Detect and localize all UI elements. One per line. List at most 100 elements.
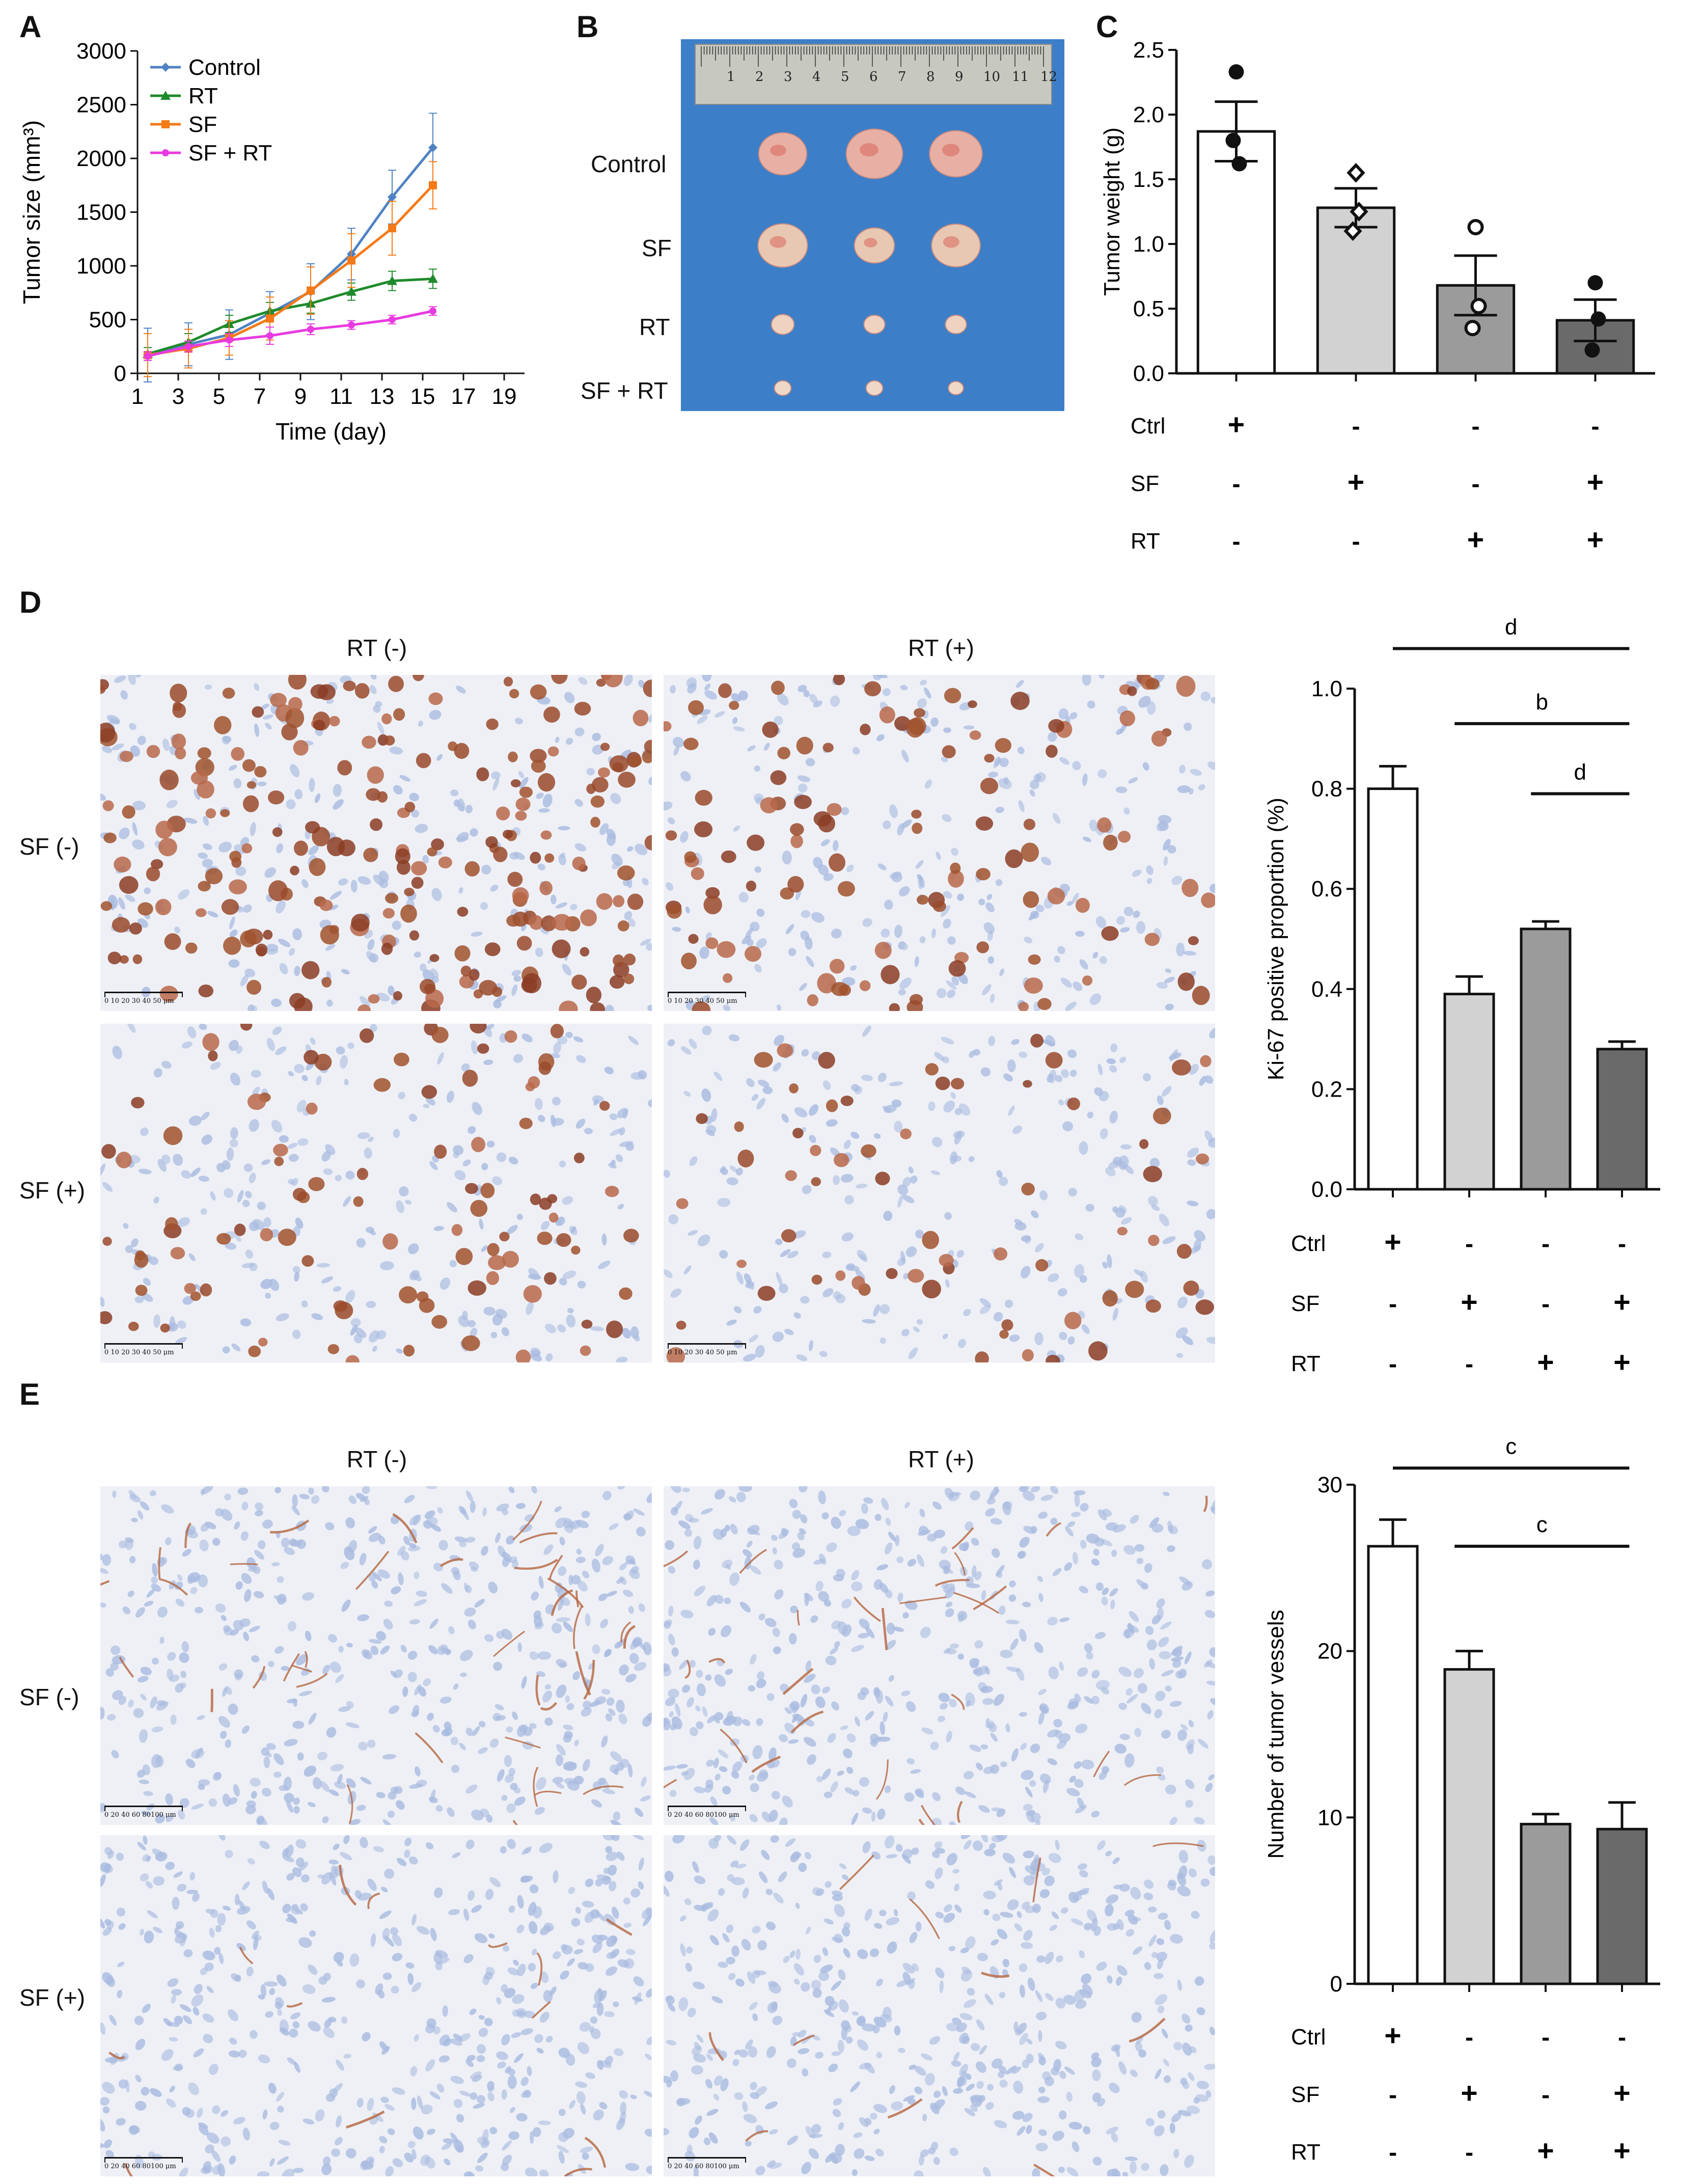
tissue-nucleus	[577, 1580, 588, 1592]
ki67-positive-nucleus	[247, 1094, 266, 1110]
tissue-nucleus	[308, 1487, 314, 1495]
tissue-nucleus	[116, 1907, 126, 1917]
tissue-nucleus	[1176, 942, 1185, 957]
tissue-nucleus	[831, 929, 842, 939]
ki67-positive-nucleus	[132, 954, 143, 964]
tissue-nucleus	[231, 1973, 241, 1982]
tissue-nucleus	[943, 891, 952, 899]
ki67-positive-nucleus	[948, 960, 966, 977]
tissue-nucleus	[709, 1935, 720, 1946]
tissue-nucleus	[481, 1546, 488, 1556]
tissue-nucleus	[391, 1985, 399, 1994]
ki67-positive-nucleus	[976, 941, 990, 953]
tissue-nucleus	[221, 1615, 227, 1621]
tissue-nucleus	[1141, 2163, 1149, 2171]
ki67-positive-nucleus	[102, 1237, 112, 1246]
tissue-nucleus	[670, 1724, 677, 1731]
ki67-positive-nucleus	[317, 684, 336, 700]
tissue-nucleus	[1198, 784, 1205, 790]
tissue-nucleus	[801, 2162, 811, 2174]
tissue-nucleus	[799, 982, 807, 991]
ki67-micrograph-sf-pos-rt-pos: 0 10 20 30 40 50 μm	[664, 1024, 1215, 1362]
ki67-positive-nucleus	[1046, 745, 1058, 758]
tissue-nucleus	[414, 1599, 427, 1606]
data-point	[1470, 297, 1487, 314]
tissue-nucleus	[585, 1878, 594, 1888]
tissue-nucleus	[741, 1939, 751, 1951]
tissue-nucleus	[591, 1559, 600, 1573]
tissue-nucleus	[1005, 1620, 1020, 1625]
tissue-nucleus	[897, 1195, 903, 1208]
tissue-nucleus	[834, 1641, 840, 1648]
tissue-nucleus	[1058, 2167, 1065, 2173]
tissue-nucleus	[470, 2092, 478, 2100]
tissue-nucleus	[682, 1487, 690, 1492]
tissue-nucleus	[950, 1643, 959, 1649]
tissue-nucleus	[1023, 1930, 1033, 1941]
tissue-nucleus	[470, 828, 478, 837]
tissue-nucleus	[889, 804, 898, 818]
tissue-nucleus	[946, 2023, 959, 2032]
tissue-nucleus	[370, 1646, 379, 1655]
tissue-nucleus	[884, 1104, 897, 1113]
tissue-nucleus	[477, 2095, 485, 2104]
tissue-nucleus	[862, 2023, 876, 2032]
tissue-nucleus	[958, 1103, 971, 1116]
tissue-nucleus	[1034, 1332, 1043, 1346]
ki67-positive-nucleus	[528, 1076, 540, 1089]
tissue-nucleus	[248, 1004, 255, 1011]
tissue-nucleus	[314, 793, 321, 803]
tissue-nucleus	[638, 1858, 644, 1871]
tissue-nucleus	[269, 2121, 280, 2131]
tissue-nucleus	[1080, 1540, 1087, 1549]
ki67-positive-nucleus	[818, 1052, 835, 1069]
ki67-positive-nucleus	[395, 848, 410, 865]
ki67-positive-nucleus	[688, 700, 704, 715]
tissue-nucleus	[496, 2051, 508, 2060]
tissue-nucleus	[798, 1863, 807, 1872]
ki67-positive-nucleus	[484, 942, 501, 957]
tissue-nucleus	[249, 1172, 256, 1184]
tissue-nucleus	[641, 1908, 652, 1920]
ki67-positive-nucleus	[508, 751, 518, 762]
tissue-nucleus	[633, 1636, 643, 1646]
tissue-nucleus	[775, 1239, 783, 1245]
tissue-nucleus	[478, 1721, 486, 1728]
tissue-nucleus	[144, 1601, 154, 1607]
tissue-nucleus	[255, 1510, 263, 1517]
tissue-nucleus	[772, 1627, 780, 1637]
tissue-nucleus	[512, 1711, 518, 1720]
tissue-nucleus	[385, 2166, 394, 2176]
tissue-nucleus	[749, 1814, 758, 1822]
tissue-nucleus	[1149, 1658, 1155, 1670]
tissue-nucleus	[487, 2092, 494, 2101]
tissue-nucleus	[996, 1835, 1008, 1841]
tissue-nucleus	[230, 1127, 238, 1139]
tissue-nucleus	[815, 1888, 824, 1896]
tissue-nucleus	[1194, 1817, 1205, 1824]
tissue-nucleus	[1015, 680, 1024, 688]
tissue-nucleus	[886, 1917, 900, 1926]
tissue-nucleus	[726, 1956, 735, 1964]
ki67-positive-nucleus	[792, 1128, 804, 1139]
tissue-nucleus	[905, 1246, 917, 1258]
tissue-nucleus	[295, 1858, 305, 1867]
tissue-nucleus	[540, 1971, 549, 1983]
ki67-positive-nucleus	[540, 830, 552, 840]
tissue-nucleus	[960, 1947, 969, 1953]
tissue-nucleus	[418, 720, 423, 727]
tissue-nucleus	[447, 1202, 457, 1213]
ki67-positive-nucleus	[150, 859, 163, 869]
tissue-nucleus	[789, 1633, 797, 1645]
tissue-nucleus	[1008, 1105, 1015, 1116]
tissue-nucleus	[1157, 1958, 1164, 1970]
tissue-nucleus	[403, 1536, 410, 1545]
tissue-nucleus	[841, 1232, 854, 1242]
cd31-vessel	[839, 1854, 874, 1890]
tissue-nucleus	[665, 1697, 676, 1706]
tissue-nucleus	[411, 809, 420, 818]
ki67-positive-nucleus	[665, 830, 677, 841]
tissue-nucleus	[699, 946, 709, 959]
tissue-nucleus	[244, 968, 256, 977]
tissue-nucleus	[526, 1301, 534, 1315]
